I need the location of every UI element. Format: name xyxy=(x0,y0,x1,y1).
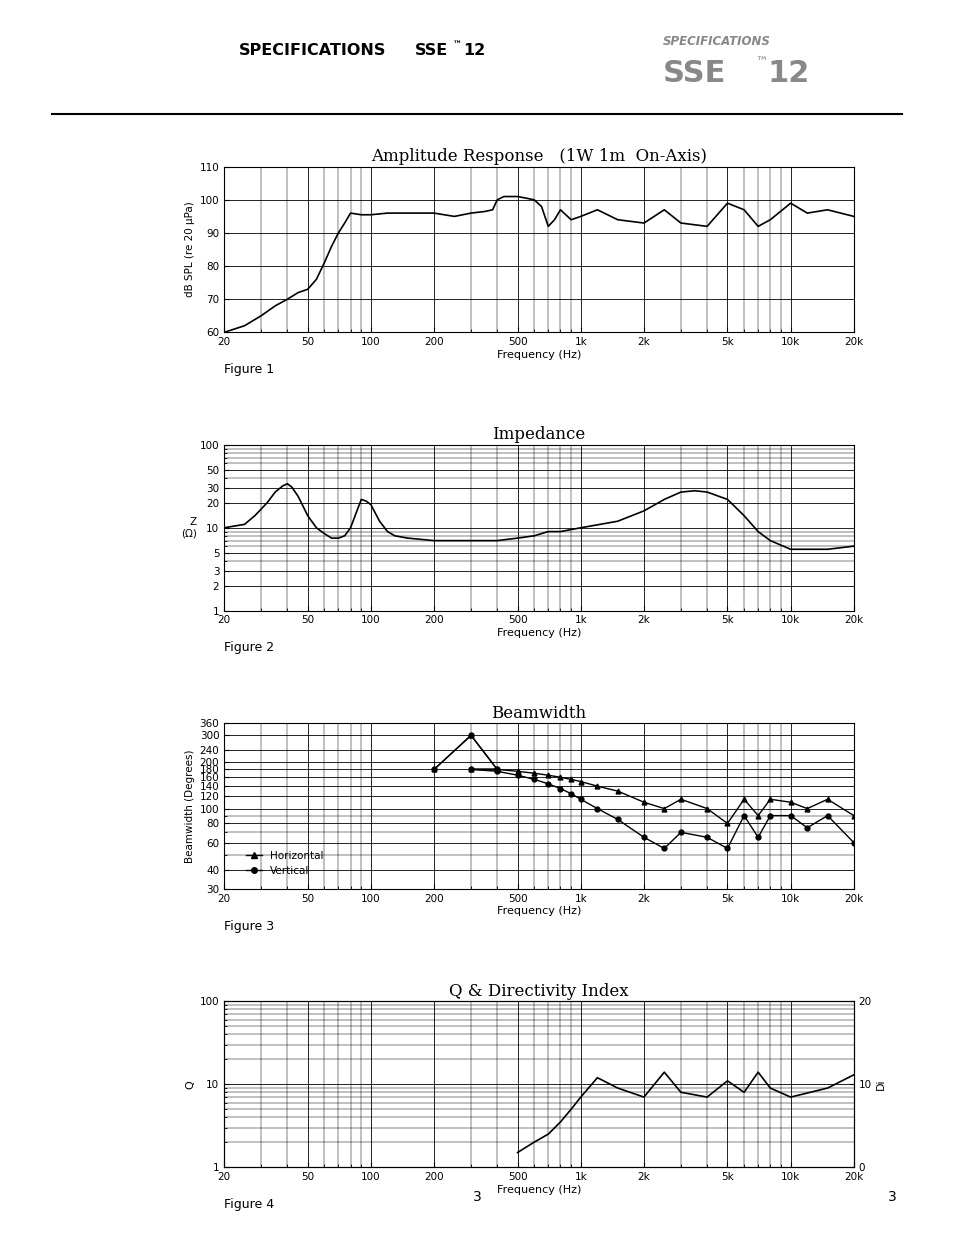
Text: Figure 2: Figure 2 xyxy=(224,641,274,655)
Y-axis label: Q: Q xyxy=(185,1079,195,1088)
X-axis label: Frequency (Hz): Frequency (Hz) xyxy=(497,629,580,638)
Y-axis label: Beamwidth (Degrees): Beamwidth (Degrees) xyxy=(185,750,195,863)
Text: ™: ™ xyxy=(755,56,767,69)
Y-axis label: Z
(Ω): Z (Ω) xyxy=(181,517,196,538)
Text: 12: 12 xyxy=(767,59,809,88)
Text: SSE: SSE xyxy=(415,43,448,58)
Title: Amplitude Response   (1W 1m  On-Axis): Amplitude Response (1W 1m On-Axis) xyxy=(371,148,706,165)
Text: Figure 1: Figure 1 xyxy=(224,363,274,377)
Y-axis label: dB SPL (re 20 μPa): dB SPL (re 20 μPa) xyxy=(185,201,195,298)
Text: 12: 12 xyxy=(462,43,484,58)
Title: Q & Directivity Index: Q & Directivity Index xyxy=(449,983,628,1000)
Title: Beamwidth: Beamwidth xyxy=(491,705,586,721)
Text: Figure 4: Figure 4 xyxy=(224,1198,274,1212)
X-axis label: Frequency (Hz): Frequency (Hz) xyxy=(497,350,580,359)
Text: SPECIFICATIONS: SPECIFICATIONS xyxy=(662,35,770,48)
Y-axis label: Di: Di xyxy=(875,1078,885,1091)
Text: SSE: SSE xyxy=(662,59,725,88)
Text: Figure 3: Figure 3 xyxy=(224,920,274,932)
Text: ™: ™ xyxy=(453,40,461,48)
Text: 3: 3 xyxy=(886,1191,896,1204)
Title: Impedance: Impedance xyxy=(492,426,585,443)
Legend: Horizontal, Vertical: Horizontal, Vertical xyxy=(242,847,328,881)
Text: 3: 3 xyxy=(472,1191,481,1204)
X-axis label: Frequency (Hz): Frequency (Hz) xyxy=(497,1184,580,1194)
X-axis label: Frequency (Hz): Frequency (Hz) xyxy=(497,906,580,916)
Text: SPECIFICATIONS: SPECIFICATIONS xyxy=(238,43,385,58)
